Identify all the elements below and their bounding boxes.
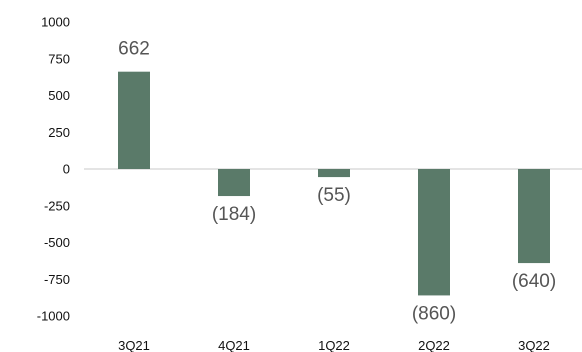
bars — [118, 71, 550, 296]
y-tick-label: -750 — [44, 272, 70, 287]
bar-3q22 — [518, 169, 550, 264]
y-tick-label: -250 — [44, 198, 70, 213]
y-tick-label: 750 — [48, 51, 70, 66]
y-tick-label: 0 — [63, 162, 70, 177]
bar-2q22 — [418, 169, 450, 296]
y-tick-label: -1000 — [37, 309, 70, 324]
bar-1q22 — [318, 169, 350, 178]
x-tick-label: 3Q22 — [518, 338, 550, 352]
data-labels: 662 (184) (55) (860) (640) — [118, 39, 556, 325]
y-tick-label: 500 — [48, 88, 70, 103]
bar-3q21 — [118, 71, 150, 169]
data-label: (640) — [512, 271, 556, 292]
data-label: (55) — [317, 185, 351, 206]
x-tick-label: 2Q22 — [418, 338, 450, 352]
y-tick-label: 1000 — [41, 15, 70, 30]
y-axis: 1000 750 500 250 0 -250 -500 -750 -1000 — [37, 15, 70, 324]
x-tick-label: 1Q22 — [318, 338, 350, 352]
x-tick-label: 3Q21 — [118, 338, 150, 352]
data-label: 662 — [118, 39, 150, 60]
data-label: (860) — [412, 303, 456, 324]
data-label: (184) — [212, 204, 256, 225]
x-tick-label: 4Q21 — [218, 338, 250, 352]
bar-4q21 — [218, 169, 250, 197]
y-tick-label: -500 — [44, 235, 70, 250]
x-axis: 3Q21 4Q21 1Q22 2Q22 3Q22 — [118, 338, 550, 352]
y-tick-label: 250 — [48, 125, 70, 140]
